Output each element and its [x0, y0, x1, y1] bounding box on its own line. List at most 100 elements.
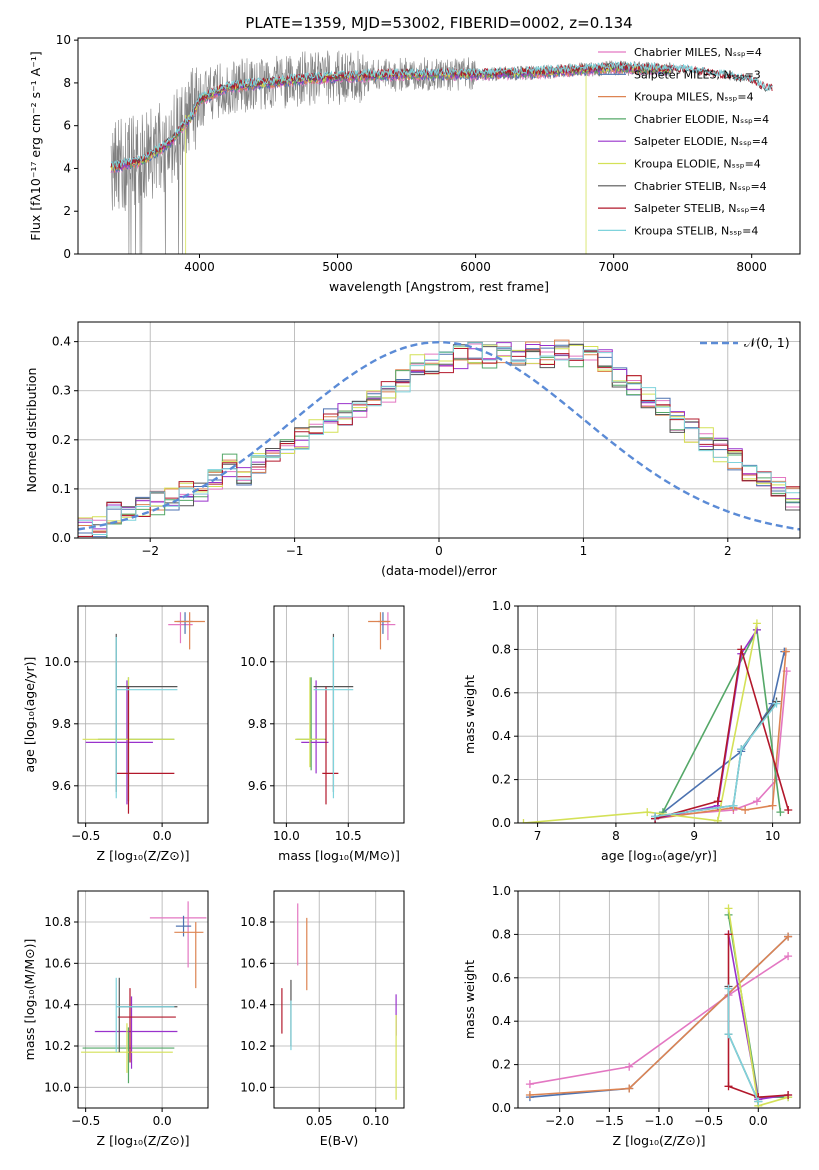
mass-weight-marker-kroupa_elodie: [724, 904, 733, 913]
mass-weight-marker-kroupa_elodie: [643, 808, 652, 817]
grid-mw_vs_age: [518, 606, 800, 823]
mass-weight-line-salpeter_stelib: [654, 649, 790, 820]
y-tick-label: 6: [63, 119, 71, 133]
mass-weight-marker-kroupa_stelib: [772, 699, 781, 708]
model-line-salpeter_stelib: [110, 61, 773, 170]
histogram-kroupa_miles: [78, 339, 800, 532]
mass-weight-marker-chabrier_miles: [752, 797, 761, 806]
y-tick-label: 9.8: [248, 717, 267, 731]
legend-entry: Chabrier STELIB, Nₛₛₚ=4: [634, 180, 767, 193]
mass-weight-marker-kroupa_miles: [784, 932, 793, 941]
y-tick-label: 0.2: [492, 773, 511, 787]
mass-weight-marker-kroupa_miles: [525, 1090, 534, 1099]
chart-title: PLATE=1359, MJD=53002, FIBERID=0002, z=0…: [245, 14, 632, 32]
legend-entry: Kroupa ELODIE, Nₛₛₚ=4: [634, 158, 761, 171]
y-tick-label: 10.4: [44, 998, 71, 1012]
x-tick-label: 10: [765, 829, 780, 843]
legend-entry: Salpeter STELIB, Nₛₛₚ=4: [634, 202, 766, 215]
mass-weight-marker-kroupa_stelib: [724, 1030, 733, 1039]
panel-spectrum: 4000 5000 6000 7000 8000 0 2 4 6 8 10 wavelength [A…: [28, 14, 801, 294]
y-axis-label: mass [log₁₀(M/M⊙)]: [22, 939, 37, 1061]
x-axis-label: (data-model)/error: [381, 563, 498, 578]
mass-weight-marker-kroupa_stelib: [724, 984, 733, 993]
axes-frame: [517, 890, 801, 1109]
y-axis-label: Normed distribution: [24, 368, 39, 493]
mass-weight-marker-kroupa_miles: [625, 1084, 634, 1093]
y-tick-label: 1.0: [492, 884, 511, 898]
histogram-kroupa_stelib: [78, 342, 800, 536]
y-tick-label: 10.2: [44, 1039, 71, 1053]
plot-area-age_vs_Z: [78, 606, 208, 823]
y-tick-label: 9.8: [52, 717, 71, 731]
y-tick-label: 9.6: [52, 779, 71, 793]
x-tick-label: 0.0: [153, 1114, 172, 1128]
x-tick-label: 7000: [598, 260, 629, 274]
mass-weight-marker-kroupa_elodie: [713, 816, 722, 823]
x-tick-label: 10.0: [273, 829, 300, 843]
y-tick-label: 8: [63, 76, 71, 90]
plot-area-mw_vs_Z: [518, 891, 800, 1108]
y-tick-label: 10.4: [240, 998, 267, 1012]
y-tick-label: 10.6: [44, 956, 71, 970]
y-tick-label: 0.8: [492, 927, 511, 941]
mass-weight-marker-chabrier_miles: [625, 1062, 634, 1071]
mass-weight-marker-kroupa_miles: [741, 805, 750, 814]
legend-entry: Salpeter MILES, Nₛₛₚ=3: [634, 68, 761, 81]
observed-spectrum: [110, 50, 673, 254]
mass-weight-marker-salpeter_stelib: [784, 1090, 793, 1099]
x-tick-label: 0.0: [153, 829, 172, 843]
plot-area-mass_vs_ebv: [274, 891, 404, 1108]
mass-weight-marker-chabrier_miles: [784, 952, 793, 961]
legend-entry: 𝒩(0, 1): [744, 335, 790, 350]
histogram-salpeter_stelib: [78, 346, 800, 538]
mass-weight-marker-salpeter_stelib: [724, 1082, 733, 1091]
x-tick-label: −2.0: [545, 1114, 574, 1128]
x-tick-label: 9: [690, 829, 698, 843]
x-tick-label: −1: [286, 544, 304, 558]
x-tick-label: −1.0: [644, 1114, 673, 1128]
legend: Chabrier MILES, Nₛₛₚ=4 Salpeter MILES, Nₛ…: [598, 46, 769, 237]
y-tick-label: 0.4: [492, 729, 511, 743]
y-tick-label: 0: [63, 247, 71, 261]
y-tick-label: 4: [63, 161, 71, 175]
x-tick-label: −0.5: [71, 1114, 100, 1128]
y-tick-label: 0.1: [52, 482, 71, 496]
y-tick-label: 0.2: [52, 433, 71, 447]
histogram-salpeter_elodie: [78, 342, 800, 530]
plot-area-residuals: [78, 322, 800, 538]
y-axis-label: mass weight: [462, 960, 477, 1039]
y-axis-label: mass weight: [462, 675, 477, 754]
y-tick-label: 0.2: [492, 1058, 511, 1072]
mass-weight-marker-salpeter_stelib: [784, 805, 793, 814]
mass-weight-marker-salpeter_stelib: [724, 930, 733, 939]
x-tick-label: −2: [141, 544, 159, 558]
y-tick-label: 0.3: [52, 384, 71, 398]
grid-mw_vs_Z: [518, 891, 800, 1108]
y-tick-label: 10.0: [44, 655, 71, 669]
histogram-salpeter_miles: [78, 344, 800, 538]
y-tick-label: 2: [63, 204, 71, 218]
x-axis-label: age [log₁₀(age/yr)]: [601, 848, 717, 863]
mass-weight-line-chabrier_miles: [529, 955, 789, 1085]
mass-weight-marker-kroupa_stelib: [737, 745, 746, 754]
y-tick-label: 0.0: [492, 816, 511, 830]
legend-entry: Kroupa MILES, Nₛₛₚ=4: [634, 91, 754, 104]
x-tick-label: 7: [534, 829, 542, 843]
x-tick-label: −0.5: [71, 829, 100, 843]
axes-frame: [77, 321, 801, 539]
y-tick-label: 0.0: [52, 531, 71, 545]
model-line-kroupa_stelib: [110, 60, 773, 169]
mass-weight-marker-salpeter_stelib: [713, 797, 722, 806]
panel-mass_vs_Z: −0.5 0.0 10.0 10.2 10.4 10.6 10.8 Z [log₁₀(Z/Z⊙…: [22, 890, 209, 1148]
x-tick-label: 5000: [322, 260, 353, 274]
y-tick-label: 10.8: [44, 915, 71, 929]
x-tick-label: −1.5: [595, 1114, 624, 1128]
x-axis-label: Z [log₁₀(Z/Z⊙)]: [613, 1133, 706, 1148]
x-axis-label: E(B-V): [320, 1133, 359, 1148]
axes-frame: [273, 605, 405, 824]
y-tick-label: 10.6: [240, 956, 267, 970]
y-tick-label: 10: [56, 33, 71, 47]
mass-weight-marker-kroupa_stelib: [651, 812, 660, 821]
y-tick-label: 0.6: [492, 686, 511, 700]
